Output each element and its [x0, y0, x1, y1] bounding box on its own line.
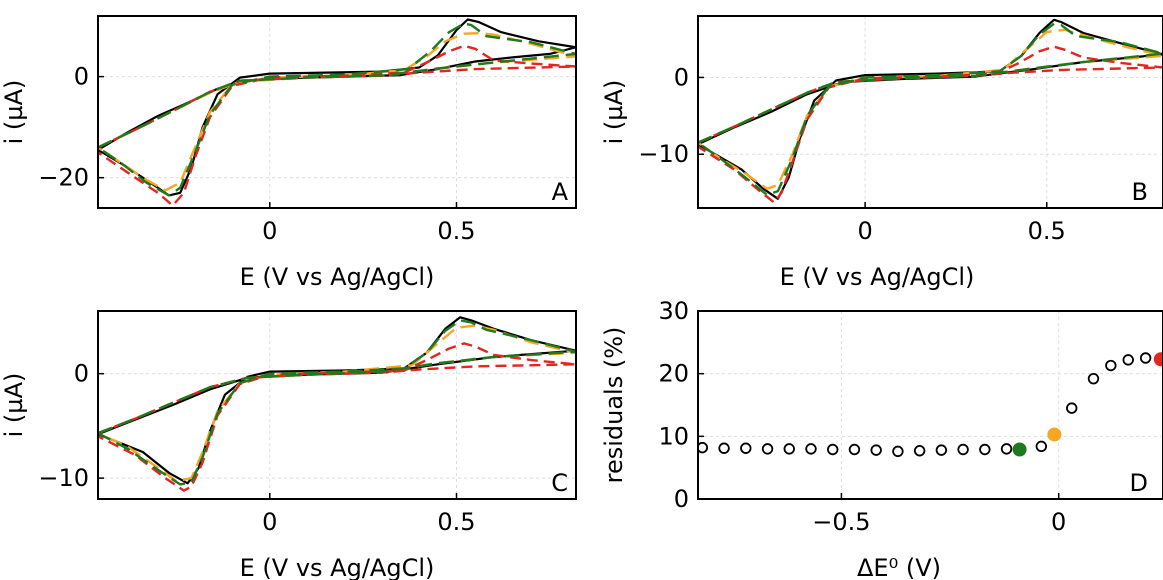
data-point: [1139, 352, 1152, 364]
series-line: [98, 319, 576, 486]
series-line: [98, 44, 576, 207]
data-point: [870, 444, 882, 456]
panel-label: C: [551, 469, 568, 497]
x-axis-label: E (V vs Ag/AgCl): [240, 554, 435, 580]
data-point: [761, 443, 774, 455]
data-point: [783, 443, 795, 455]
panel-label: D: [1130, 469, 1148, 497]
panel-b: 0 0.5 0 −10 E (V vs Ag/AgCl) i (µA) B: [600, 15, 1163, 291]
data-point: [935, 444, 948, 456]
series-line: [98, 324, 576, 483]
y-axis-label: residuals (%): [600, 327, 628, 484]
series-line: [698, 22, 1163, 197]
x-tick-label: −0.5: [812, 508, 870, 536]
y-axis-label: i (µA): [600, 80, 628, 145]
x-axis-label: E (V vs Ag/AgCl): [240, 263, 435, 291]
panel-c: 0 0.5 0 −10 E (V vs Ag/AgCl) i (µA) C: [0, 310, 577, 580]
plot-area: [698, 18, 1163, 204]
data-point: [827, 443, 839, 456]
y-axis-label: i (µA): [0, 373, 28, 438]
series-line: [698, 18, 1163, 200]
plot-area: [98, 316, 576, 492]
y-axis-label: i (µA): [0, 80, 28, 145]
y-tick-label: 30: [658, 297, 689, 325]
y-tick-label: −10: [638, 140, 689, 168]
x-axis-label: E (V vs Ag/AgCl): [780, 263, 975, 291]
data-point: [913, 445, 926, 457]
series-line: [698, 45, 1163, 204]
axes-frame: [97, 310, 577, 500]
y-tick-label: 20: [658, 360, 689, 388]
axes-frame: [697, 15, 1163, 209]
data-point: [1047, 427, 1062, 442]
x-tick-label: 0: [262, 508, 277, 536]
data-point: [1066, 402, 1078, 414]
series-line: [98, 22, 576, 197]
data-point: [1012, 442, 1027, 457]
data-point: [1105, 359, 1117, 372]
panel-label: A: [552, 178, 569, 206]
data-point: [698, 441, 709, 454]
y-tick-label: 0: [674, 63, 689, 91]
data-point: [848, 443, 861, 456]
y-tick-label: 0: [74, 63, 89, 91]
data-point: [740, 442, 752, 454]
series-line: [98, 316, 576, 485]
data-point: [1153, 352, 1163, 367]
y-tick-label: −20: [38, 164, 89, 192]
y-tick-label: 0: [674, 485, 689, 513]
y-tick-label: 0: [74, 360, 89, 388]
data-point: [1000, 443, 1013, 455]
data-point: [1087, 372, 1100, 385]
axes-frame: [97, 15, 577, 209]
plot-area: [698, 352, 1163, 458]
y-tick-label: −10: [38, 464, 89, 492]
x-tick-label: 0: [1051, 508, 1066, 536]
series-line: [698, 28, 1163, 190]
x-tick-label: 0: [857, 217, 872, 245]
y-tick-label: 10: [658, 422, 689, 450]
panel-d: −0.5 0 0 10 20 30 ΔE⁰ (V) residuals (%) D: [600, 297, 1163, 580]
plot-area: [98, 18, 576, 207]
data-point: [1122, 354, 1134, 366]
data-point: [718, 442, 730, 454]
data-point: [979, 443, 991, 456]
data-point: [805, 443, 817, 455]
data-point: [892, 445, 904, 458]
x-tick-label: 0.5: [437, 508, 475, 536]
series-line: [98, 18, 576, 197]
x-tick-label: 0.5: [1028, 217, 1066, 245]
data-point: [957, 443, 969, 456]
panel-label: B: [1132, 178, 1148, 206]
x-tick-label: 0: [262, 217, 277, 245]
x-axis-label: ΔE⁰ (V): [857, 554, 941, 580]
axes-frame: [697, 310, 1163, 500]
series-line: [98, 342, 576, 492]
panel-a: 0 0.5 0 −20 E (V vs Ag/AgCl) i (µA) A: [0, 15, 577, 291]
data-point: [1035, 440, 1048, 453]
x-tick-label: 0.5: [437, 217, 475, 245]
